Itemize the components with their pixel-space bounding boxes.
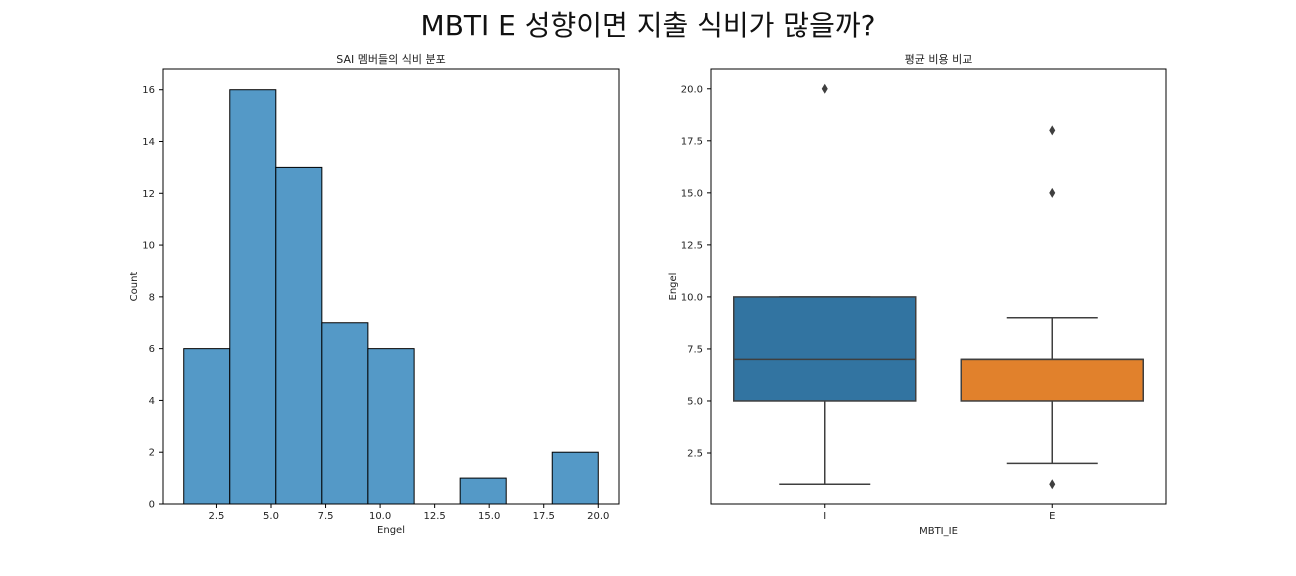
boxplot-flier-I	[821, 83, 828, 94]
histogram-bar-6	[459, 477, 507, 505]
boxplot-flier-E	[1049, 125, 1056, 136]
histogram-ytick-label: 10	[142, 241, 155, 252]
histogram-ytick-label: 4	[149, 396, 155, 407]
boxplot-title: 평균 비용 비교	[905, 53, 973, 66]
histogram-xtick-label: 7.5	[318, 511, 334, 522]
boxplot-box-I	[733, 296, 917, 402]
boxplot-ytick-label: 7.5	[687, 344, 703, 355]
boxplot-ytick-label: 2.5	[687, 449, 703, 460]
figure-suptitle: MBTI E 성향이면 지출 식비가 많을까?	[420, 9, 876, 42]
histogram-xtick-label: 10.0	[369, 511, 391, 522]
histogram-xtick-label: 20.0	[587, 511, 609, 522]
histogram-bar-0	[183, 348, 231, 505]
boxplot-xtick-label: I	[823, 511, 826, 522]
histogram-bar-8	[551, 451, 599, 505]
histogram-xtick-label: 15.0	[478, 511, 500, 522]
histogram-xtick-label: 5.0	[263, 511, 279, 522]
boxplot-ytick-label: 15.0	[681, 188, 703, 199]
histogram-axes-frame	[162, 68, 620, 505]
boxplot-ytick-label: 5.0	[687, 396, 703, 407]
histogram-bar-3	[321, 322, 369, 505]
boxplot-ytick-label: 17.5	[681, 136, 703, 147]
boxplot-axes-frame	[710, 68, 1167, 505]
boxplot-ylabel: Engel	[668, 273, 679, 301]
boxplot-box-E	[960, 358, 1144, 402]
histogram-xtick-label: 17.5	[533, 511, 555, 522]
histogram-ylabel: Count	[129, 272, 140, 302]
histogram-ytick-label: 0	[149, 500, 155, 511]
histogram-bar-1	[229, 89, 277, 505]
histogram-ytick-label: 12	[142, 189, 155, 200]
histogram-title: SAI 멤버들의 식비 분포	[336, 53, 445, 66]
histogram-bar-4	[367, 348, 415, 505]
histogram-ytick-label: 8	[149, 292, 155, 303]
histogram-ytick-label: 2	[149, 448, 155, 459]
histogram-bar-2	[275, 166, 323, 505]
boxplot-xtick-label: E	[1049, 511, 1055, 522]
histogram-xtick-label: 2.5	[209, 511, 225, 522]
boxplot-ytick-label: 10.0	[681, 292, 703, 303]
histogram-ytick-label: 14	[142, 137, 155, 148]
histogram-ytick-label: 6	[149, 344, 155, 355]
histogram-xlabel: Engel	[377, 525, 405, 536]
histogram-xtick-label: 12.5	[424, 511, 446, 522]
boxplot-flier-E	[1049, 187, 1056, 198]
boxplot-flier-E	[1049, 479, 1056, 490]
boxplot-ytick-label: 12.5	[681, 240, 703, 251]
boxplot-ytick-label: 20.0	[681, 84, 703, 95]
histogram-ytick-label: 16	[142, 85, 155, 96]
boxplot-xlabel: MBTI_IE	[919, 526, 958, 537]
